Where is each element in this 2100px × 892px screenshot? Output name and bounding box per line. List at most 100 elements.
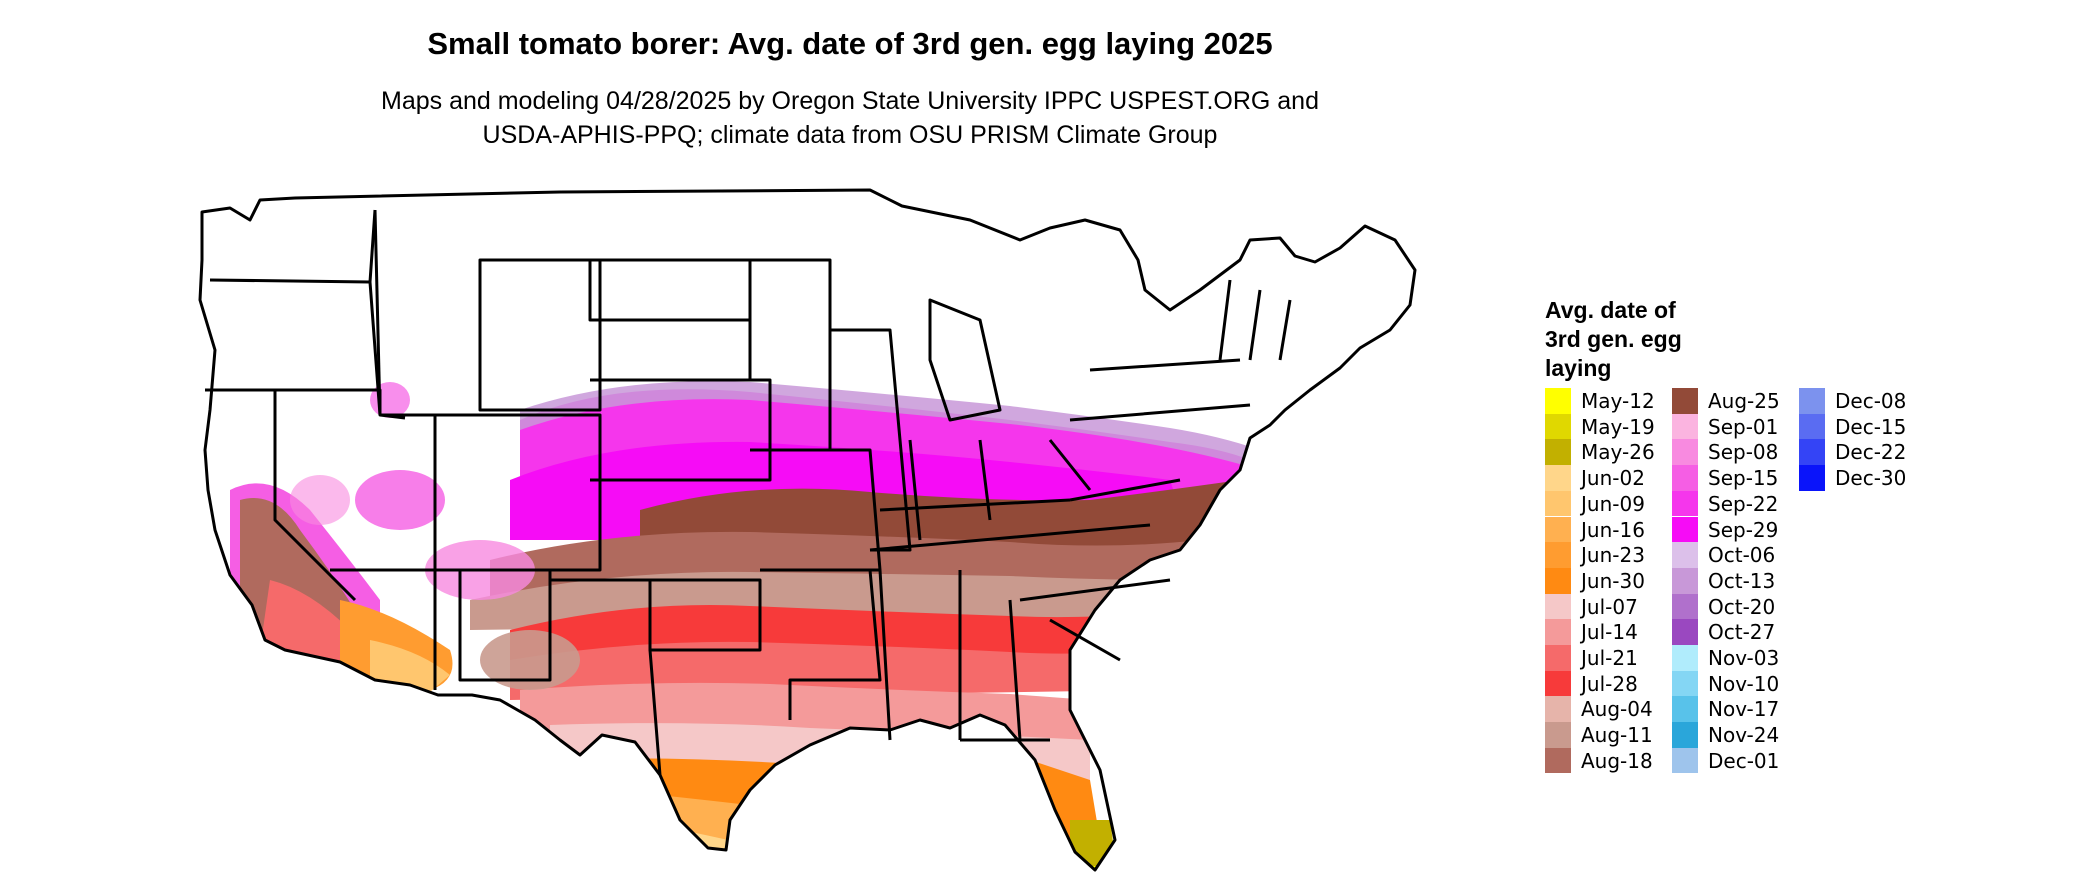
band-jun-16 — [610, 790, 1120, 870]
legend-item: Jun-09 — [1545, 490, 1673, 517]
legend-item: Dec-01 — [1672, 747, 1800, 774]
legend-swatch — [1545, 619, 1571, 645]
legend-item: Dec-15 — [1799, 413, 1927, 440]
border-ne-ks — [590, 378, 772, 482]
border-nv — [273, 390, 357, 602]
legend-swatch — [1545, 747, 1571, 774]
legend-item: Jun-16 — [1545, 516, 1673, 543]
patch-wyoming — [370, 382, 410, 418]
border-wy — [478, 258, 602, 412]
legend-swatch — [1545, 645, 1571, 671]
legend-label: Jun-09 — [1581, 491, 1645, 516]
us-degree-day-map — [198, 188, 1417, 872]
legend-label: Jul-28 — [1581, 671, 1638, 696]
legend-item: Dec-30 — [1799, 465, 1927, 491]
legend-label: Sep-08 — [1708, 440, 1779, 465]
legend-swatch — [1672, 516, 1698, 543]
legend-swatch — [1672, 696, 1698, 723]
legend-swatch — [1672, 490, 1698, 517]
legend-item: Dec-22 — [1799, 439, 1927, 466]
legend-label: Dec-08 — [1835, 389, 1907, 413]
legend-item: Jul-14 — [1545, 619, 1673, 645]
legend-swatch — [1672, 567, 1698, 594]
legend-item: Aug-04 — [1545, 696, 1673, 723]
legend-item: May-19 — [1545, 413, 1673, 440]
legend-title: Avg. date of 3rd gen. egg laying — [1545, 296, 1785, 383]
legend-item: Nov-10 — [1672, 670, 1800, 697]
legend-swatch — [1545, 722, 1571, 748]
band-oct — [520, 381, 1260, 470]
band-jun-30 — [550, 758, 1110, 870]
patch-nv — [290, 475, 350, 525]
legend-item: May-12 — [1545, 388, 1673, 414]
border-tx — [548, 580, 662, 776]
border-in-oh — [908, 439, 992, 541]
legend-swatch — [1799, 465, 1825, 491]
legend-item: Jul-21 — [1545, 645, 1673, 671]
legend-label: Aug-04 — [1581, 697, 1653, 722]
legend-item: Aug-25 — [1672, 388, 1800, 414]
border-ga-fl — [960, 599, 1050, 742]
legend-item: Sep-22 — [1672, 490, 1800, 517]
legend-label: Aug-11 — [1581, 723, 1653, 748]
border-ar-la — [760, 568, 882, 720]
band-may-26 — [1070, 820, 1120, 870]
legend-label: Nov-17 — [1708, 697, 1780, 722]
legend-title-line-2: 3rd gen. egg — [1545, 326, 1682, 352]
legend-title-line-3: laying — [1545, 355, 1612, 381]
legend-swatch — [1672, 722, 1698, 748]
legend-swatch — [1545, 516, 1571, 543]
legend-label: May-12 — [1581, 389, 1655, 413]
legend-title-line-1: Avg. date of — [1545, 297, 1676, 323]
legend-swatch — [1545, 542, 1571, 568]
legend-swatch — [1799, 388, 1825, 414]
border-ut — [330, 413, 437, 572]
legend-swatch — [1799, 413, 1825, 440]
legend-item: Jul-07 — [1545, 593, 1673, 620]
legend-swatch — [1672, 542, 1698, 568]
legend-label: Jul-21 — [1581, 646, 1638, 670]
legend-label: Aug-18 — [1581, 748, 1653, 773]
legend-swatch — [1545, 388, 1571, 414]
legend-item: Jun-30 — [1545, 567, 1673, 594]
legend: May-12 May-19 May-26 Jun-02 Jun-09 Jun-16 Jun-… — [1545, 388, 2005, 788]
legend-swatch — [1545, 490, 1571, 517]
legend-label: Nov-10 — [1708, 671, 1780, 696]
legend-swatch — [1672, 747, 1698, 774]
legend-item: Aug-18 — [1545, 747, 1673, 774]
legend-item: Oct-20 — [1672, 593, 1800, 620]
legend-label: Oct-27 — [1708, 620, 1776, 645]
legend-label: Oct-06 — [1708, 543, 1776, 568]
border-ok — [550, 578, 762, 652]
legend-label: Dec-22 — [1835, 440, 1907, 465]
legend-label: Oct-13 — [1708, 568, 1776, 593]
border-co — [435, 413, 602, 572]
legend-item: Sep-15 — [1672, 465, 1800, 491]
legend-label: Dec-15 — [1835, 414, 1907, 439]
border-new-england — [1218, 279, 1292, 361]
border-sc-nc — [1019, 578, 1171, 662]
legend-label: Aug-25 — [1708, 389, 1780, 413]
legend-label: Jun-02 — [1581, 466, 1645, 491]
legend-swatch — [1672, 465, 1698, 491]
border-wi-il — [830, 328, 912, 552]
legend-label: Jun-23 — [1581, 543, 1645, 568]
legend-item: Jul-28 — [1545, 670, 1673, 697]
border-mi — [928, 298, 1002, 422]
legend-swatch — [1545, 696, 1571, 723]
subtitle-line-1: Maps and modeling 04/28/2025 by Oregon S… — [381, 87, 1319, 115]
patch-nm-red — [480, 630, 580, 690]
legend-item: Oct-13 — [1672, 567, 1800, 594]
legend-swatch — [1545, 413, 1571, 440]
border-mt-wy — [373, 209, 382, 416]
legend-label: Jul-07 — [1581, 594, 1638, 619]
legend-swatch — [1545, 593, 1571, 620]
legend-swatch — [1672, 619, 1698, 645]
legend-label: May-19 — [1581, 414, 1655, 439]
legend-swatch — [1799, 439, 1825, 466]
legend-label: Jul-14 — [1581, 620, 1638, 645]
legend-swatch — [1672, 413, 1698, 440]
legend-label: Oct-20 — [1708, 594, 1776, 619]
state-boundaries — [198, 188, 1417, 872]
legend-item: Sep-29 — [1672, 516, 1800, 543]
